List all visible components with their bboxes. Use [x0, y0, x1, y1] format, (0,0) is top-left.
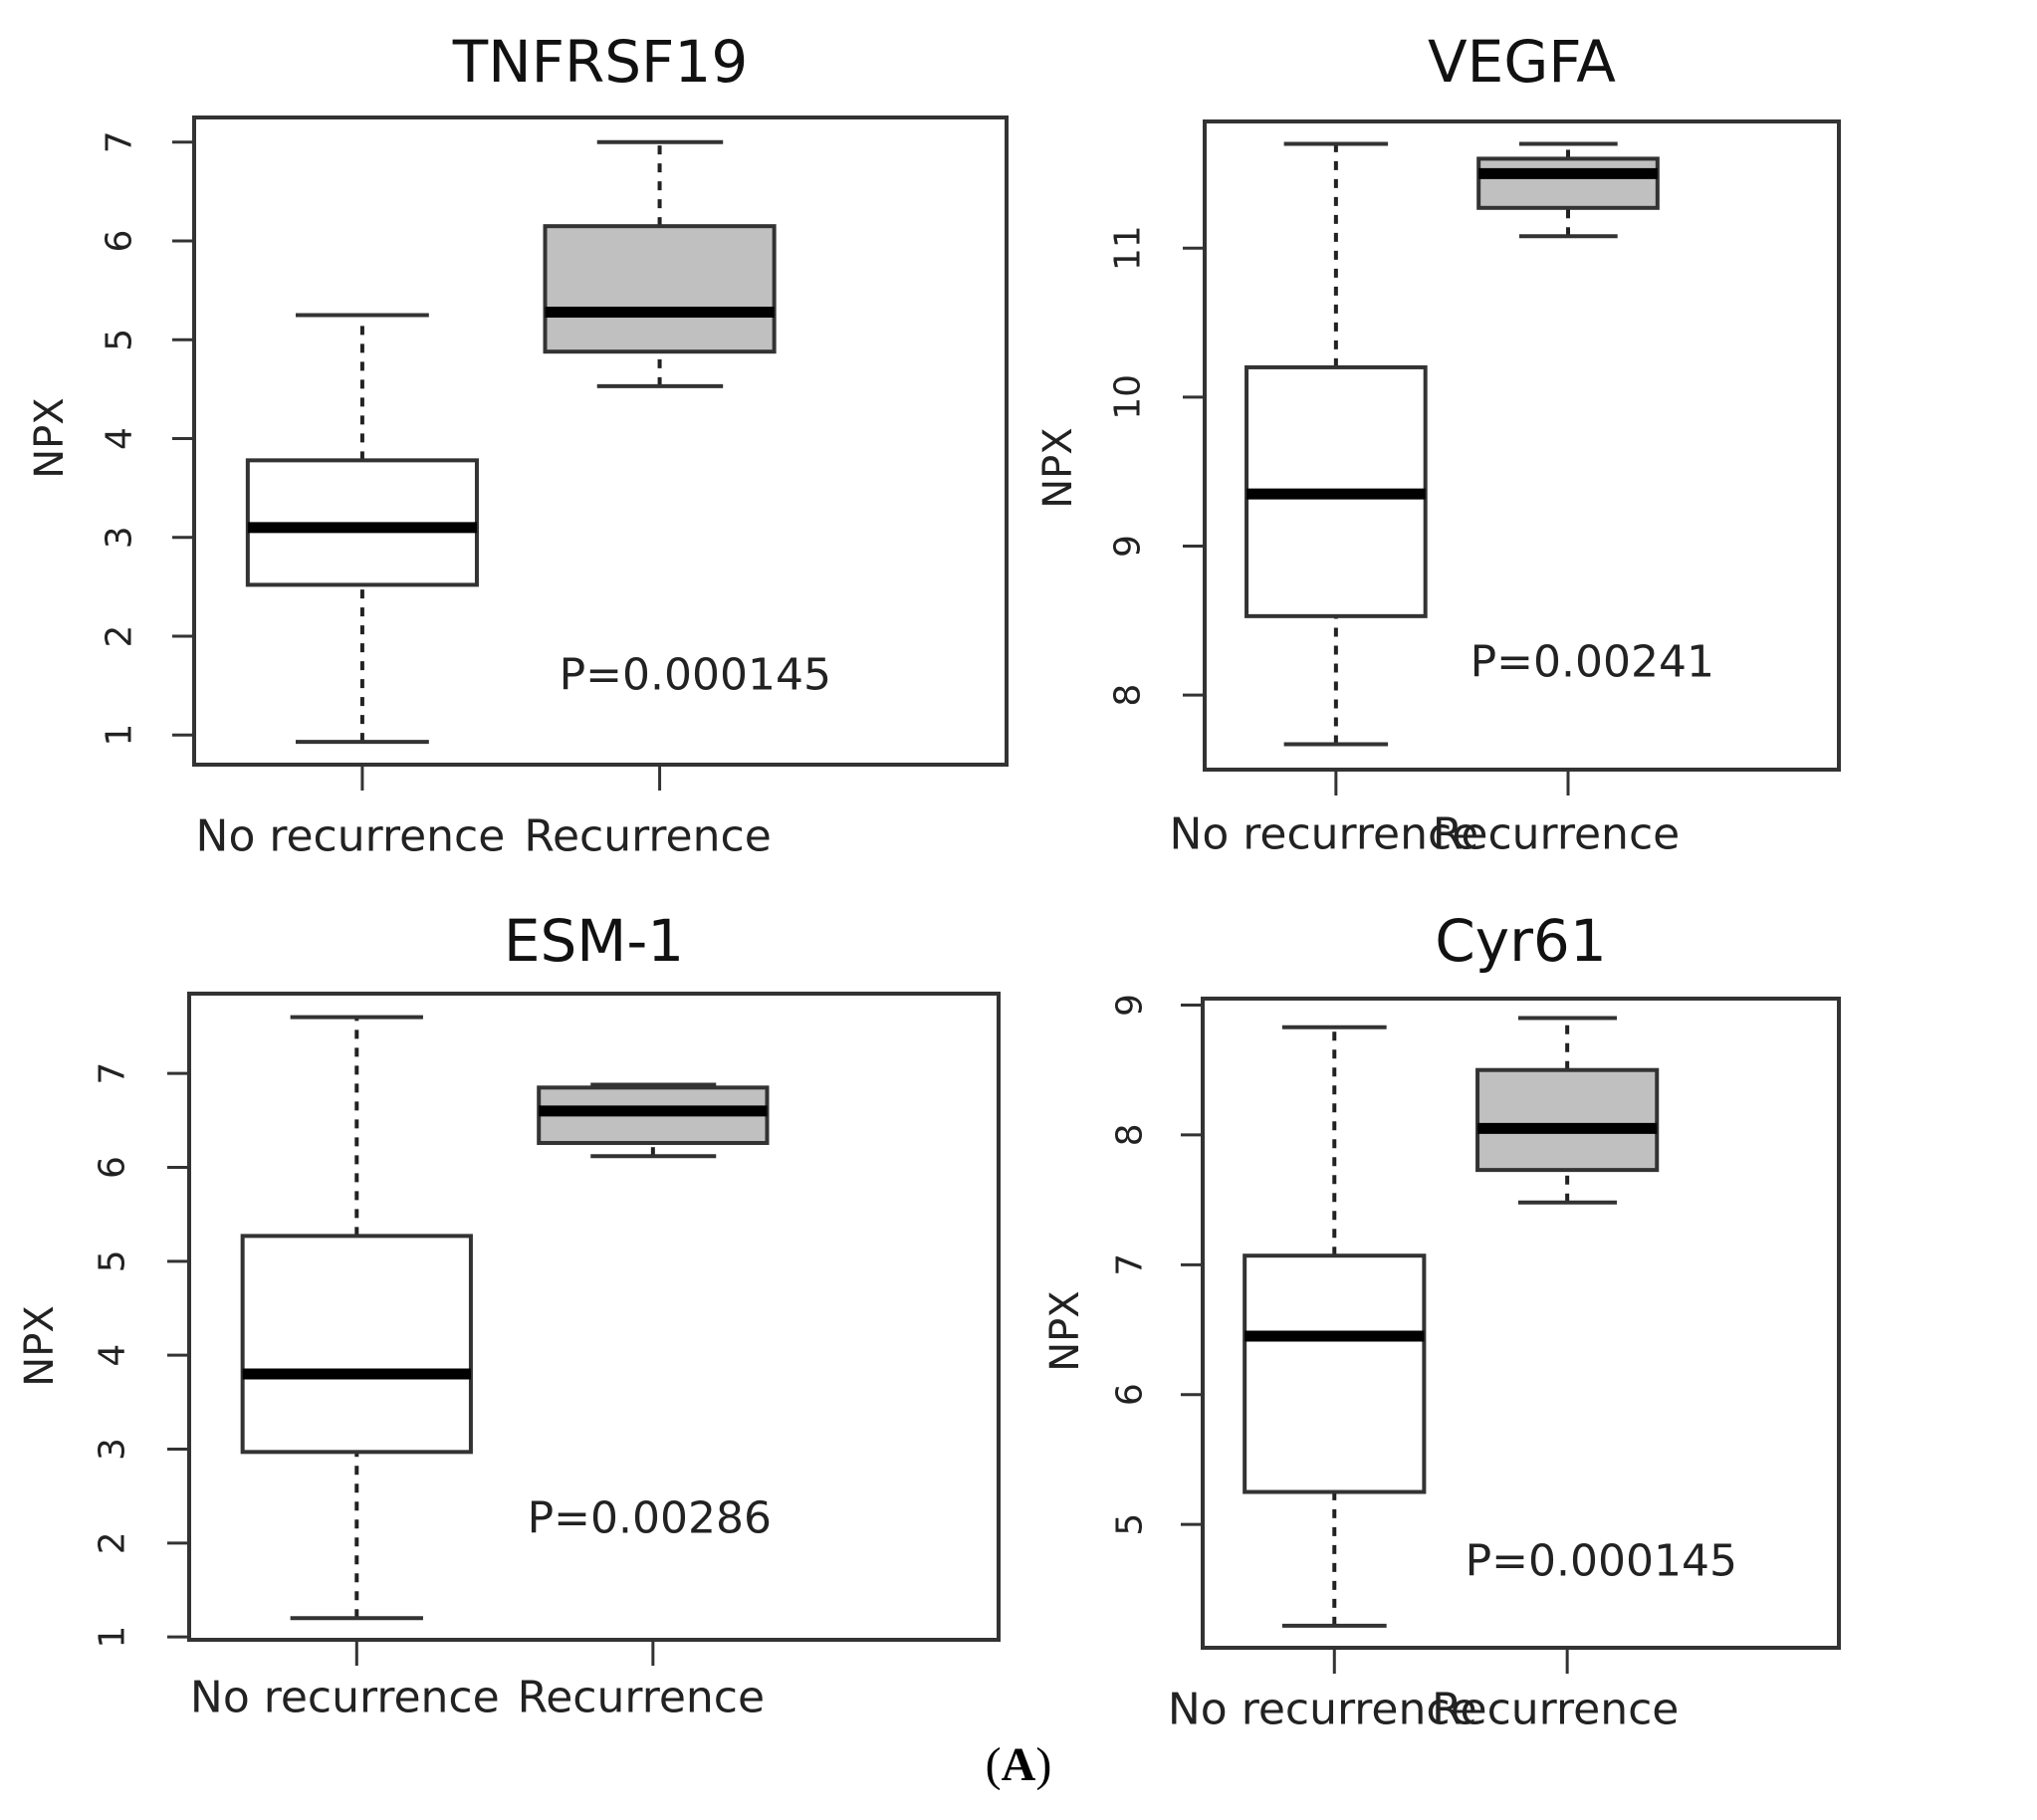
y-tick-label: 6	[100, 230, 140, 253]
y-axis-label: NPX	[1035, 427, 1081, 508]
chart-panel-3: ESM-1 NPX 1 2 3 4 5 6 7 No recurrence Recurrence P=…	[17, 907, 1001, 1723]
y-tick-label: 6	[93, 1156, 133, 1179]
y-tick-label: 5	[100, 329, 140, 351]
x-tick-label: No recurrence	[196, 811, 506, 862]
y-tick-label: 6	[1110, 1383, 1151, 1406]
chart-title: ESM-1	[504, 907, 684, 975]
y-tick-label: 2	[100, 625, 140, 648]
x-tick-label: Recurrence	[524, 811, 771, 862]
y-axis-label: NPX	[17, 1305, 63, 1386]
y-tick-label: 8	[1110, 1123, 1151, 1146]
y-tick-label: 7	[1110, 1253, 1151, 1276]
plot-frame	[187, 992, 1001, 1642]
p-value-annotation: P=0.000145	[560, 650, 831, 701]
box-iqr	[1475, 1067, 1660, 1173]
y-tick-label: 2	[93, 1531, 133, 1554]
plot-frame	[1201, 997, 1841, 1650]
y-tick-label: 5	[93, 1250, 133, 1272]
box-iqr	[543, 224, 777, 354]
p-value-annotation: P=0.00286	[528, 1493, 772, 1544]
box-iqr	[1476, 156, 1660, 210]
x-tick-label: No recurrence	[1168, 1685, 1477, 1735]
y-tick-label: 7	[100, 130, 140, 153]
chart-title: VEGFA	[1428, 28, 1616, 96]
p-value-annotation: P=0.000145	[1466, 1536, 1737, 1587]
chart-title: Cyr61	[1435, 907, 1606, 975]
y-tick-label: 9	[1108, 535, 1149, 558]
y-tick-label: 9	[1110, 994, 1151, 1017]
y-axis-label: NPX	[1042, 1290, 1088, 1371]
y-tick-label: 10	[1108, 374, 1149, 420]
y-tick-label: 11	[1108, 225, 1149, 271]
x-tick-label: Recurrence	[1432, 1685, 1679, 1735]
y-tick-label: 1	[100, 724, 140, 747]
x-tick-label: Recurrence	[1433, 809, 1680, 860]
box-iqr	[1243, 1253, 1427, 1494]
x-tick-label: No recurrence	[190, 1673, 500, 1723]
y-tick-label: 3	[93, 1438, 133, 1461]
chart-panel-1: TNFRSF19 NPX 1 2 3 4 5 6 7 No recurrence Recurrenc…	[27, 28, 1009, 862]
x-tick-label: No recurrence	[1169, 809, 1478, 860]
y-tick-label: 8	[1108, 684, 1149, 707]
y-tick-label: 4	[100, 427, 140, 450]
box-iqr	[240, 1234, 473, 1455]
y-tick-label: 4	[93, 1344, 133, 1367]
panel-label: (A)	[985, 1738, 1052, 1791]
plot-frame	[192, 115, 1009, 767]
y-tick-label: 3	[100, 526, 140, 549]
y-tick-label: 1	[93, 1626, 133, 1649]
plot-frame	[1203, 119, 1841, 772]
y-axis-label: NPX	[27, 397, 73, 478]
x-tick-label: Recurrence	[518, 1673, 765, 1723]
y-tick-label: 5	[1110, 1513, 1151, 1536]
p-value-annotation: P=0.00241	[1471, 637, 1714, 688]
chart-title: TNFRSF19	[452, 28, 748, 96]
y-tick-label: 7	[93, 1062, 133, 1085]
